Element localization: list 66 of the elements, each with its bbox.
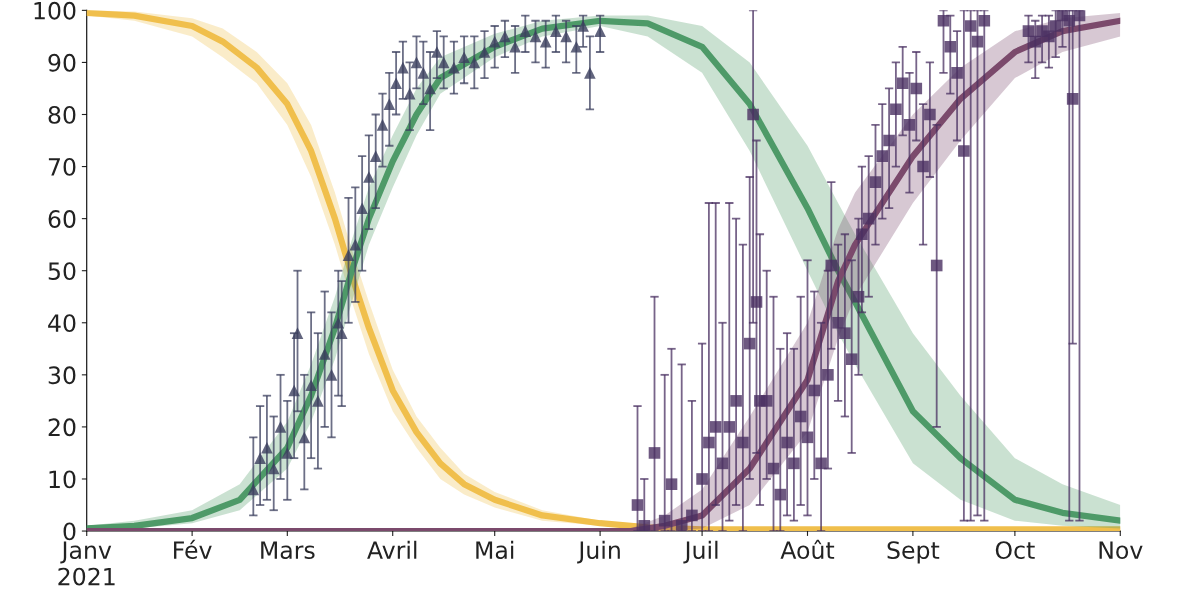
point: [437, 56, 450, 69]
point: [376, 119, 389, 131]
x-tick-label: Nov: [1099, 541, 1143, 560]
x-tick-label: Sept: [887, 541, 940, 564]
point: [369, 150, 382, 162]
y-tick-label: 50: [48, 262, 76, 281]
y-tick-label: 20: [48, 418, 76, 437]
point: [349, 238, 362, 251]
point: [594, 25, 606, 37]
y-tick-label: 80: [48, 105, 76, 124]
point: [254, 452, 266, 464]
point: [390, 77, 402, 90]
y-tick-label: 90: [48, 53, 76, 72]
point: [410, 56, 423, 69]
x-tick-label: Mai: [476, 540, 514, 560]
point: [499, 30, 511, 43]
y-tick-label: 0: [63, 522, 76, 541]
point: [356, 202, 368, 215]
point: [305, 379, 317, 392]
point: [570, 40, 583, 53]
point: [325, 369, 338, 381]
point: [468, 56, 481, 69]
y-tick-label: 10: [49, 470, 76, 489]
point: [403, 87, 416, 100]
point: [267, 462, 280, 475]
point: [431, 46, 443, 58]
point: [247, 483, 260, 496]
x-tick-label: Mars: [261, 541, 315, 560]
y-tick-label: 70: [48, 158, 76, 176]
x-tick-label: Oct: [995, 541, 1035, 560]
point: [478, 46, 491, 58]
point: [261, 441, 273, 454]
point: [383, 98, 396, 110]
point: [281, 447, 294, 459]
x-tick-label: Août: [780, 539, 835, 560]
point: [274, 421, 287, 433]
point: [509, 40, 521, 53]
point: [577, 20, 589, 32]
y-tick-label: 40: [48, 314, 76, 333]
x-tick-label: Fév: [174, 539, 212, 560]
point: [529, 30, 542, 43]
point: [519, 25, 532, 37]
point: [560, 30, 572, 43]
point: [584, 67, 596, 79]
point: [363, 171, 375, 183]
x-tick-label: Janv 2021: [58, 541, 115, 586]
y-tick-label: 60: [48, 210, 76, 228]
point: [298, 431, 311, 444]
point: [488, 35, 501, 48]
point: [335, 327, 348, 339]
y-tick-label: 100: [34, 1, 76, 20]
point: [332, 316, 345, 329]
point: [318, 348, 331, 360]
point: [550, 25, 562, 37]
point: [458, 51, 470, 64]
point: [291, 327, 304, 339]
point: [539, 35, 552, 48]
point: [424, 82, 436, 95]
point: [312, 395, 324, 407]
y-tick-label: 30: [48, 366, 76, 385]
point: [288, 384, 300, 397]
x-tick-label: Juil: [683, 540, 718, 564]
point: [417, 67, 430, 79]
x-tick-label: Juin: [577, 540, 620, 564]
x-tick-label: Avril: [367, 540, 417, 559]
point: [342, 249, 355, 261]
